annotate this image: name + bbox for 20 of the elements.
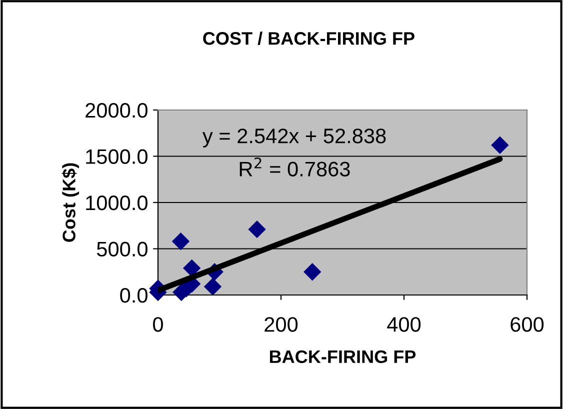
x-tick-label: 0 (153, 317, 163, 332)
y-tick-label: 1500.0 (86, 149, 148, 164)
chart-title: COST / BACK-FIRING FP (203, 32, 414, 46)
point (172, 232, 190, 250)
y-tick-label: 0.0 (120, 288, 148, 303)
x-tick-label: 600 (510, 317, 544, 332)
point (204, 278, 222, 296)
x-axis-title: BACK-FIRING FP (270, 350, 416, 364)
x-tick-label: 400 (387, 317, 421, 332)
annotation: y = 2.542x + 52.838 (202, 128, 386, 148)
y-tick-label: 1000.0 (86, 196, 148, 210)
point (183, 260, 200, 277)
y-tick-label: 2000.0 (86, 103, 148, 118)
annotation: R$^{2}$ = 0.7863 (240, 157, 350, 176)
point (491, 136, 508, 154)
x-tick-label: 200 (264, 317, 298, 332)
point (304, 263, 321, 280)
y-tick-label: 500.0 (96, 242, 148, 257)
point (248, 220, 266, 238)
y-axis-title: Cost (K$) (62, 163, 80, 242)
